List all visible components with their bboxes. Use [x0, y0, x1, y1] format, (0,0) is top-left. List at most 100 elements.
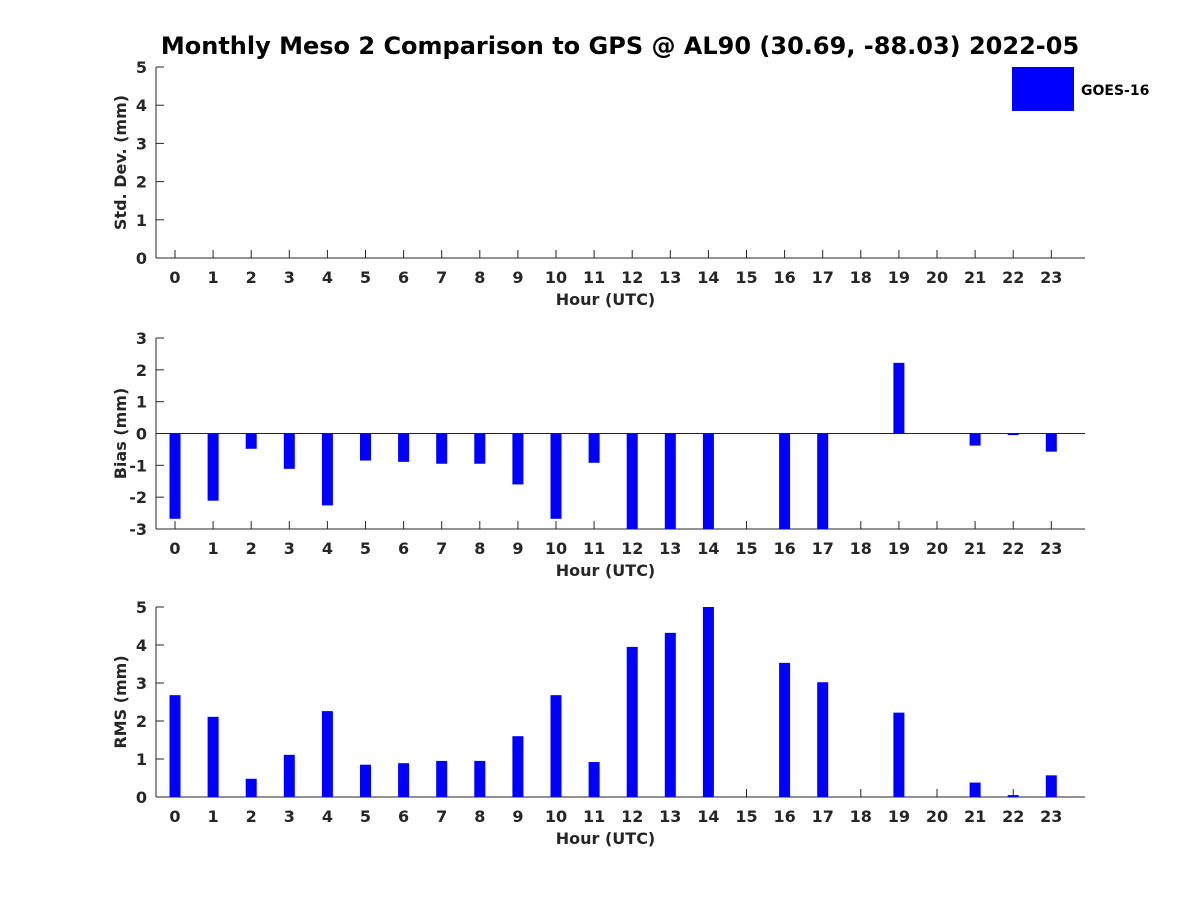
x-tick-label: 5 — [360, 539, 371, 558]
x-tick-label: 18 — [850, 268, 872, 287]
x-tick-label: 4 — [322, 807, 333, 826]
x-tick-label: 14 — [697, 539, 719, 558]
x-axis-label: Hour (UTC) — [556, 290, 656, 309]
y-tick-label: 3 — [136, 674, 147, 693]
y-tick-label: 2 — [136, 712, 147, 731]
bar — [1007, 795, 1019, 797]
bar — [969, 782, 981, 797]
x-tick-label: 8 — [474, 807, 485, 826]
x-tick-label: 9 — [512, 807, 523, 826]
y-tick-label: 0 — [136, 425, 147, 444]
x-tick-label: 17 — [812, 807, 834, 826]
y-tick-label: 4 — [136, 96, 147, 115]
y-tick-label: 5 — [136, 58, 147, 77]
bar — [1045, 775, 1057, 797]
x-tick-label: 18 — [850, 807, 872, 826]
x-tick-label: 20 — [926, 807, 948, 826]
x-tick-label: 11 — [583, 539, 605, 558]
x-tick-label: 12 — [621, 807, 643, 826]
y-tick-label: 0 — [136, 249, 147, 268]
y-axis-label: Std. Dev. (mm) — [111, 95, 130, 230]
x-tick-label: 18 — [850, 539, 872, 558]
x-tick-label: 17 — [812, 539, 834, 558]
bar — [360, 764, 371, 797]
x-tick-label: 0 — [169, 539, 180, 558]
y-tick-label: 1 — [136, 750, 147, 769]
x-tick-label: 21 — [964, 539, 986, 558]
bar — [474, 433, 486, 464]
bar — [626, 433, 638, 529]
x-tick-label: 23 — [1040, 268, 1062, 287]
x-tick-label: 19 — [888, 268, 910, 287]
x-tick-label: 16 — [773, 539, 795, 558]
bar — [626, 646, 638, 797]
x-tick-label: 15 — [735, 268, 757, 287]
x-tick-label: 3 — [284, 539, 295, 558]
x-tick-label: 1 — [208, 268, 219, 287]
x-tick-label: 3 — [284, 268, 295, 287]
x-tick-label: 9 — [512, 268, 523, 287]
bar — [169, 433, 181, 519]
x-tick-label: 1 — [208, 539, 219, 558]
x-tick-label: 7 — [436, 539, 447, 558]
y-tick-label: 2 — [136, 361, 147, 380]
y-tick-label: 4 — [136, 636, 147, 655]
bar — [893, 362, 905, 434]
legend: GOES-16 — [1012, 67, 1149, 111]
bar — [588, 433, 600, 463]
x-tick-label: 14 — [697, 268, 719, 287]
x-tick-label: 12 — [621, 268, 643, 287]
bar — [550, 695, 562, 797]
bar — [207, 433, 219, 501]
x-tick-label: 1 — [208, 807, 219, 826]
x-tick-label: 21 — [964, 807, 986, 826]
y-tick-label: 1 — [136, 211, 147, 230]
x-tick-label: 2 — [246, 539, 257, 558]
x-tick-label: 11 — [583, 807, 605, 826]
bar — [969, 433, 981, 446]
bar — [245, 778, 257, 797]
x-tick-label: 17 — [812, 268, 834, 287]
x-tick-label: 10 — [545, 807, 567, 826]
x-tick-label: 6 — [398, 268, 409, 287]
x-tick-label: 22 — [1002, 268, 1024, 287]
bar — [283, 433, 295, 469]
x-tick-label: 5 — [360, 807, 371, 826]
x-tick-label: 4 — [322, 539, 333, 558]
x-tick-label: 13 — [659, 807, 681, 826]
x-tick-label: 0 — [169, 268, 180, 287]
bar — [817, 433, 829, 529]
bar — [245, 433, 257, 449]
bar — [436, 433, 448, 464]
bar — [550, 433, 562, 519]
x-tick-label: 6 — [398, 539, 409, 558]
bar — [664, 632, 676, 797]
x-tick-label: 15 — [735, 807, 757, 826]
bar — [817, 682, 829, 797]
x-tick-label: 9 — [512, 539, 523, 558]
x-tick-label: 2 — [246, 268, 257, 287]
y-tick-label: 1 — [136, 393, 147, 412]
x-tick-label: 7 — [436, 268, 447, 287]
y-tick-label: 5 — [136, 598, 147, 617]
x-tick-label: 13 — [659, 539, 681, 558]
y-tick-label: -1 — [129, 456, 147, 475]
x-tick-label: 23 — [1040, 539, 1062, 558]
bar — [321, 433, 333, 506]
y-tick-label: 0 — [136, 788, 147, 807]
bar — [398, 763, 410, 797]
bar — [702, 607, 714, 797]
x-tick-label: 21 — [964, 268, 986, 287]
bar — [169, 695, 181, 797]
x-tick-label: 19 — [888, 807, 910, 826]
x-tick-label: 3 — [284, 807, 295, 826]
x-tick-label: 20 — [926, 539, 948, 558]
x-axis-label: Hour (UTC) — [556, 561, 656, 580]
x-tick-label: 2 — [246, 807, 257, 826]
x-tick-label: 16 — [773, 268, 795, 287]
bar — [207, 716, 219, 797]
x-tick-label: 4 — [322, 268, 333, 287]
x-tick-label: 23 — [1040, 807, 1062, 826]
y-tick-label: -2 — [129, 488, 147, 507]
